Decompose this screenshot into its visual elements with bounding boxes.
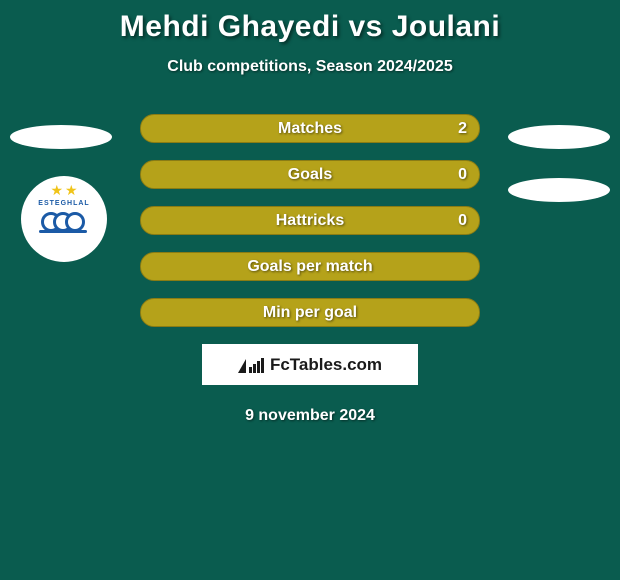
stat-row-matches: Matches 2 — [140, 114, 480, 143]
stat-row-goals-per-match: Goals per match — [140, 252, 480, 281]
star-icon: ★ — [50, 182, 63, 199]
stat-right: 0 — [458, 212, 467, 230]
attribution: FcTables.com — [202, 344, 418, 385]
stat-right: 2 — [458, 120, 467, 138]
badge-text: ESTEGHLAL — [38, 200, 89, 207]
stat-right: 0 — [458, 166, 467, 184]
stat-row-hattricks: Hattricks 0 — [140, 206, 480, 235]
subtitle: Club competitions, Season 2024/2025 — [167, 58, 452, 76]
stat-label: Hattricks — [276, 212, 344, 230]
attribution-text: FcTables.com — [270, 355, 382, 375]
stat-row-min-per-goal: Min per goal — [140, 298, 480, 327]
stat-row-goals: Goals 0 — [140, 160, 480, 189]
stat-label: Goals — [288, 166, 332, 184]
stat-label: Min per goal — [263, 304, 357, 322]
star-icon: ★ — [65, 182, 78, 199]
page-title: Mehdi Ghayedi vs Joulani — [120, 10, 500, 44]
fctables-logo-icon — [238, 357, 264, 373]
player-ellipse-right — [508, 125, 610, 149]
date: 9 november 2024 — [245, 407, 375, 425]
club-badge: ★ ★ ESTEGHLAL — [21, 176, 107, 262]
player-ellipse-left — [10, 125, 112, 149]
player-ellipse-right-2 — [508, 178, 610, 202]
badge-rings — [39, 210, 89, 244]
stat-label: Matches — [278, 120, 342, 138]
badge-stars: ★ ★ — [50, 182, 77, 199]
stat-label: Goals per match — [247, 258, 372, 276]
